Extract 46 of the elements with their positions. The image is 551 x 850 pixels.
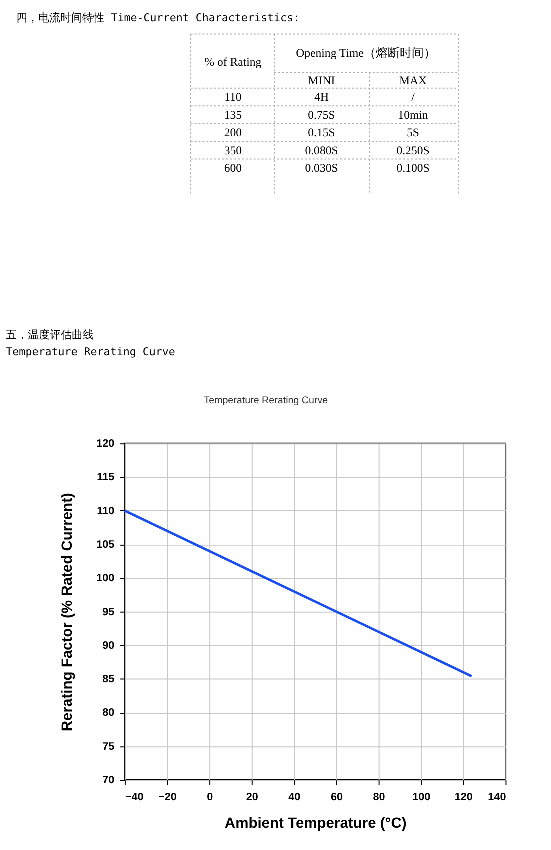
x-tick-label: 100	[412, 791, 431, 804]
text: Temperature Rerating Curve	[204, 395, 329, 406]
text: 600	[224, 161, 242, 176]
x-tick-label: 80	[373, 791, 386, 804]
text: 0.250S	[396, 143, 430, 158]
text: 135	[224, 108, 242, 122]
text: MAX	[399, 73, 428, 88]
y-tick-label: 75	[102, 740, 115, 753]
text: 350	[224, 143, 242, 158]
x-tick-label: 0	[207, 791, 214, 804]
text: MINI	[308, 73, 336, 88]
y-tick-label: 70	[102, 774, 115, 787]
text: 5S	[407, 126, 420, 140]
chart-subtitle: Temperature Rerating Curve	[6, 345, 176, 358]
text: 4H	[314, 90, 330, 104]
y-tick-label: 90	[102, 640, 115, 652]
x-axis-title: Ambient Temperature (°C)	[224, 816, 407, 832]
x-tick-label: 40	[288, 791, 301, 804]
y-axis-title: Rerating Factor (% Rated Current)	[60, 493, 76, 732]
text: 0.030S	[305, 161, 338, 176]
text: 0.080S	[305, 143, 338, 158]
y-tick-label: 110	[97, 505, 115, 518]
x-tick-label: 20	[246, 791, 258, 804]
text: /	[412, 90, 416, 104]
x-tick-label: 140	[488, 791, 506, 804]
text: Opening Time（熔断时间）	[296, 46, 436, 60]
text: 10min	[398, 108, 428, 122]
x-tick-label: 120	[454, 791, 473, 804]
text: 四，电流时间特性 Time-Current Characteristics:	[16, 11, 300, 24]
x-tick-label: −20	[158, 791, 177, 804]
text: 0.100S	[396, 161, 430, 176]
text: 110	[224, 90, 242, 104]
chart-title: 五，温度评估曲线	[6, 328, 94, 342]
y-tick-label: 105	[96, 538, 115, 551]
text: 0.75S	[308, 108, 336, 122]
y-tick-label: 80	[102, 707, 115, 720]
text: 0.15S	[308, 126, 336, 140]
y-tick-label: 100	[96, 572, 115, 585]
y-tick-label: 95	[102, 606, 115, 618]
text: % of Rating	[204, 54, 262, 69]
y-tick-label: 85	[102, 674, 115, 686]
x-tick-label: −40	[125, 791, 144, 804]
x-tick-label: 60	[330, 791, 344, 804]
y-tick-label: 115	[97, 472, 115, 484]
y-tick-label: 120	[96, 438, 115, 450]
text: 200	[224, 126, 242, 140]
